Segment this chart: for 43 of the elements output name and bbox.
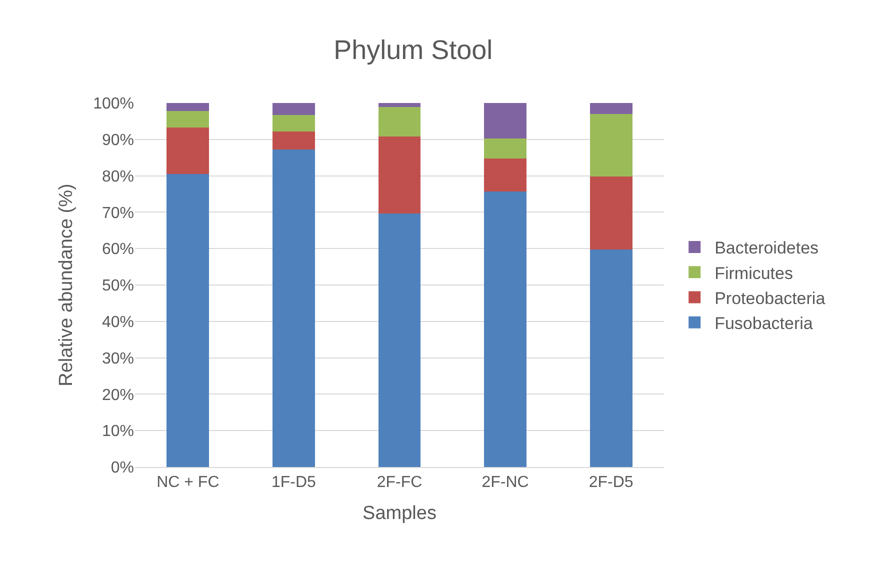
- bar: [166, 127, 210, 174]
- legend-label: Bacteroidetes: [714, 238, 819, 258]
- y-tick-label: 80%: [102, 168, 134, 186]
- x-tick-label: 2F-D5: [588, 474, 634, 492]
- y-tick-label: 40%: [102, 314, 134, 331]
- bar: [590, 176, 632, 250]
- bar: [166, 111, 210, 128]
- y-tick-label: 100%: [93, 96, 134, 113]
- legend-label: Firmicutes: [714, 264, 793, 283]
- y-tick-label: 10%: [102, 423, 134, 440]
- bar: [272, 115, 315, 132]
- bar: [166, 103, 210, 112]
- bar: [590, 103, 632, 114]
- x-tick-label: 2F-NC: [482, 474, 529, 492]
- y-tick-label: 20%: [102, 386, 134, 404]
- x-axis-title: Samples: [362, 503, 436, 524]
- y-axis-title: Relative abundance (%): [56, 184, 77, 386]
- bar: [272, 103, 315, 116]
- chart-title: Phylum Stool: [334, 35, 493, 66]
- y-tick-label: 0%: [110, 460, 134, 477]
- bar: [272, 150, 315, 467]
- y-tick-label: 30%: [102, 350, 134, 368]
- bar: [590, 114, 632, 177]
- y-tick-label: 60%: [102, 241, 134, 258]
- legend-label: Fusobacteria: [714, 314, 814, 333]
- x-tick-label: NC + FC: [156, 474, 220, 492]
- bar: [378, 214, 421, 467]
- x-tick-label: 1F-D5: [271, 474, 316, 492]
- bar: [590, 249, 632, 467]
- bar: [378, 103, 421, 107]
- bar: [484, 103, 526, 138]
- bar: [484, 158, 526, 192]
- y-tick-label: 90%: [102, 132, 134, 149]
- legend-label: Proteobacteria: [714, 288, 826, 308]
- bar: [484, 138, 526, 159]
- x-tick-label: 2F-FC: [376, 474, 422, 492]
- bar: [166, 174, 210, 467]
- bar: [378, 107, 421, 136]
- bar: [272, 131, 315, 150]
- bar: [484, 191, 526, 467]
- y-tick-label: 50%: [102, 278, 134, 295]
- y-tick-label: 70%: [102, 204, 134, 222]
- bar: [378, 136, 421, 214]
